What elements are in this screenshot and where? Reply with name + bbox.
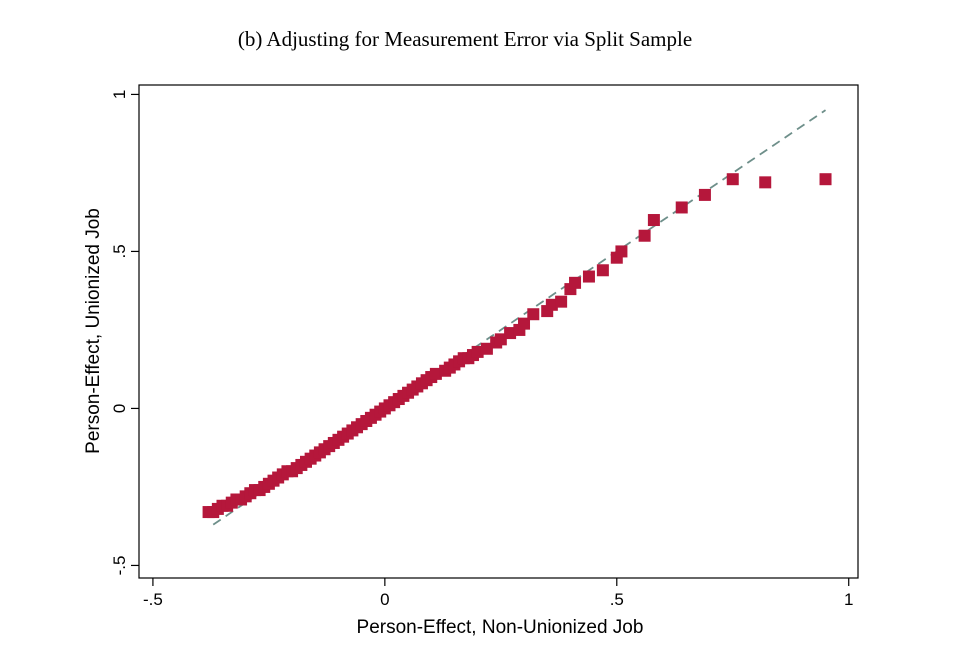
- y-tick-label: 1: [110, 90, 129, 99]
- data-point: [596, 264, 609, 277]
- data-point: [569, 276, 582, 289]
- data-point: [527, 308, 540, 321]
- data-point: [504, 327, 517, 340]
- data-point: [647, 214, 660, 227]
- chart-title: (b) Adjusting for Measurement Error via …: [238, 27, 692, 51]
- data-point: [726, 173, 739, 186]
- data-point: [759, 176, 772, 189]
- x-tick-label: .5: [610, 590, 624, 609]
- y-axis-label: Person-Effect, Unionized Job: [83, 208, 104, 454]
- x-tick-label: -.5: [143, 590, 163, 609]
- data-point: [471, 345, 484, 358]
- y-tick-label: 0: [110, 404, 129, 413]
- x-axis-label: Person-Effect, Non-Unionized Job: [357, 617, 644, 638]
- data-point: [675, 201, 688, 214]
- y-tick-label: -.5: [110, 556, 129, 576]
- data-point: [480, 342, 493, 355]
- data-point: [545, 298, 558, 311]
- y-axis: -.5 0 .5 1: [110, 90, 139, 576]
- data-point: [518, 317, 531, 330]
- plot-area: [138, 84, 859, 579]
- data-point: [429, 367, 442, 380]
- data-point: [555, 295, 568, 308]
- y-tick-label: .5: [110, 244, 129, 258]
- data-points: [202, 173, 832, 519]
- x-tick-label: 0: [380, 590, 389, 609]
- x-axis: -.5 0 .5 1: [143, 578, 853, 609]
- data-point: [582, 270, 595, 283]
- data-point: [819, 173, 832, 186]
- x-tick-label: 1: [844, 590, 853, 609]
- data-point: [615, 245, 628, 258]
- data-point: [638, 229, 651, 242]
- data-point: [698, 188, 711, 201]
- data-point: [494, 333, 507, 346]
